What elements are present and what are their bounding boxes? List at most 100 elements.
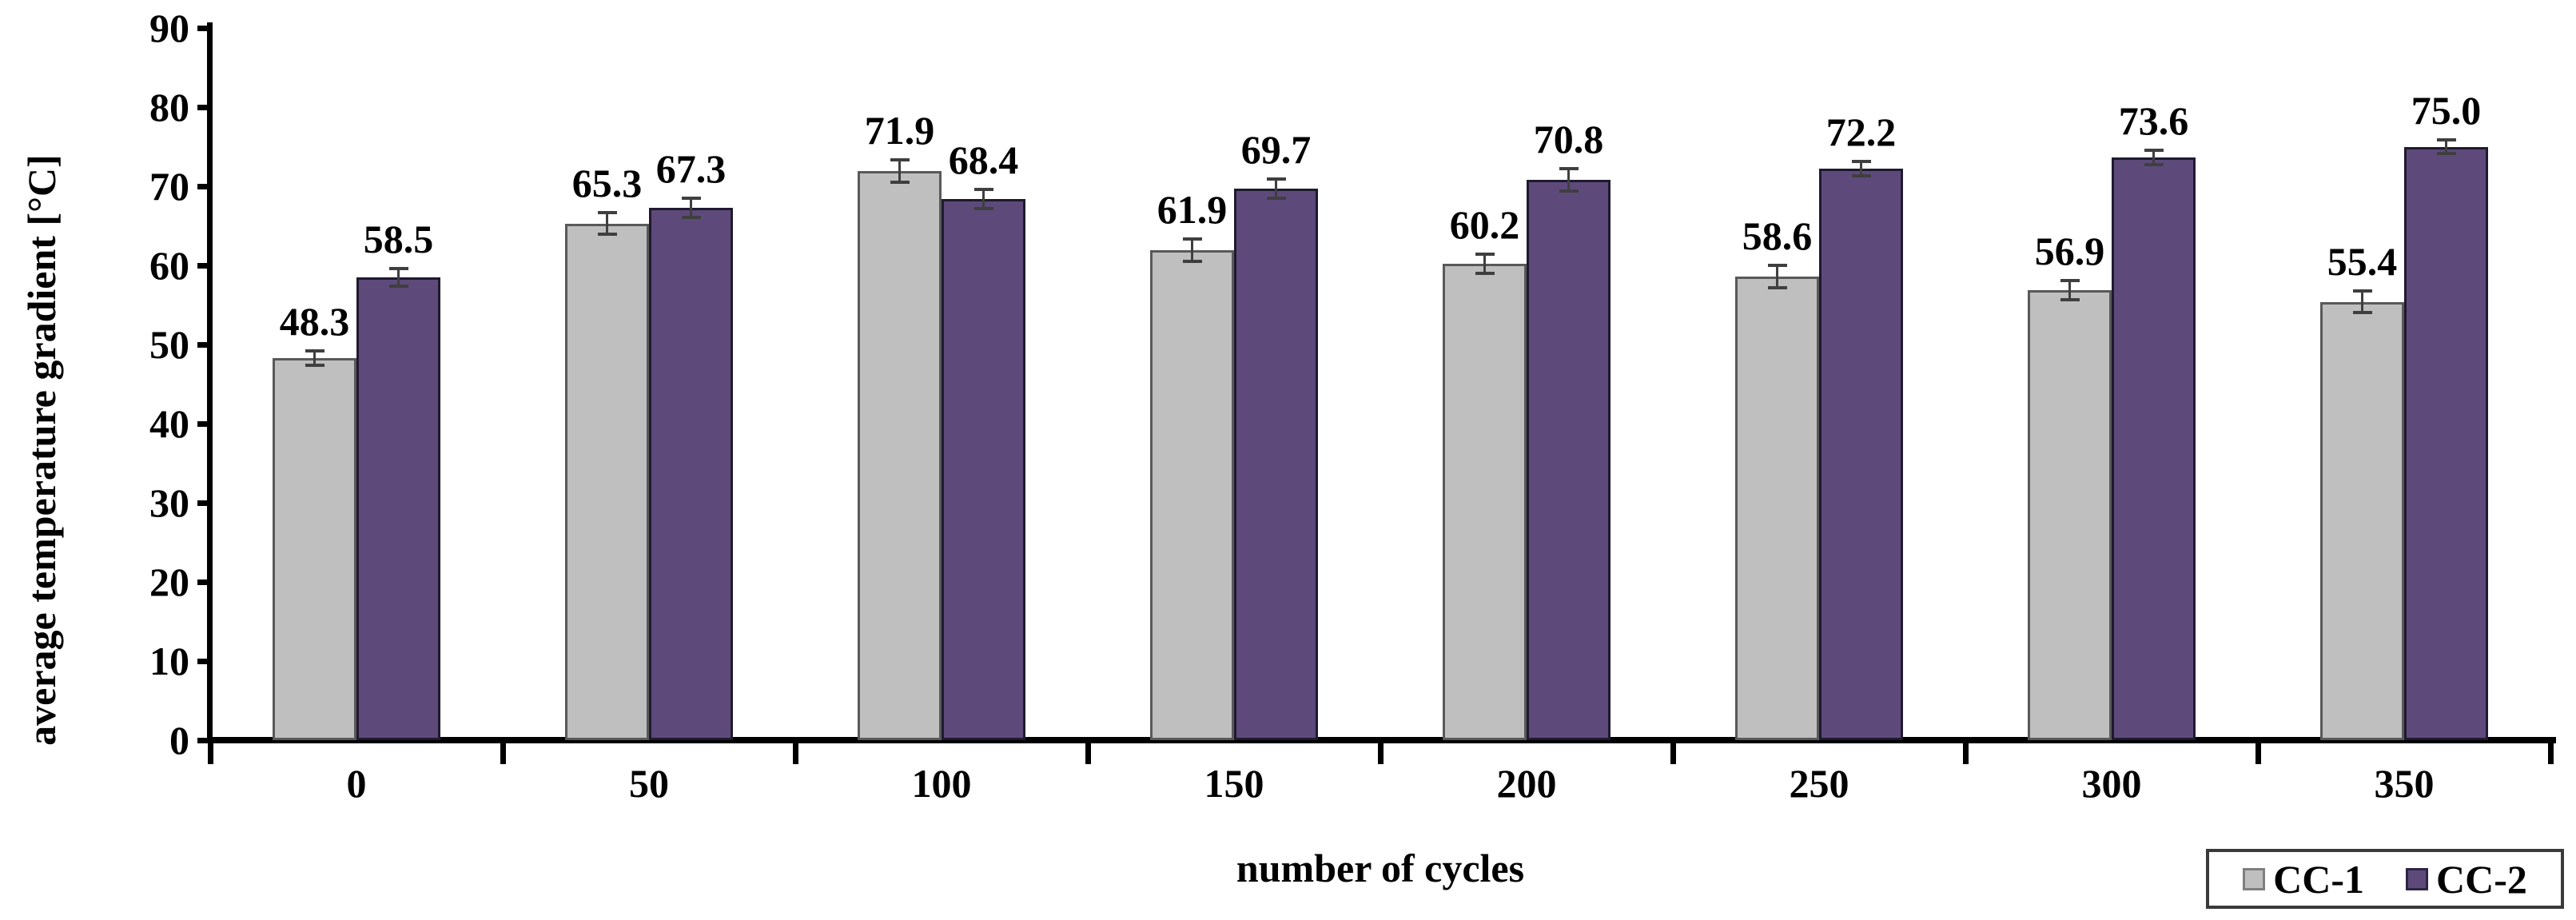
error-bar-cap-top (1475, 253, 1495, 257)
y-axis-tick (197, 421, 210, 427)
bar-cc-2-150 (1234, 188, 1318, 740)
y-axis-tick-label: 30 (149, 480, 189, 525)
error-bar-cap-bottom (1182, 260, 1202, 264)
y-axis-tick (197, 263, 210, 269)
bar-cc-2-0 (356, 277, 440, 740)
bar-cc-1-0 (273, 357, 356, 740)
y-axis-tick-label: 90 (149, 6, 189, 50)
bar-cc-2-50 (649, 207, 733, 740)
y-axis-title: average temperature gradient [°C] (19, 154, 64, 746)
y-axis-tick (197, 738, 210, 743)
bar-cc-2-250 (1819, 169, 1903, 740)
value-label-cc-1-150: 61.9 (1157, 187, 1228, 233)
error-bar-cap-bottom (2436, 152, 2456, 156)
x-axis-category-label: 350 (2374, 761, 2435, 806)
value-label-cc-2-150: 69.7 (1240, 127, 1312, 173)
error-bar-cap-top (388, 266, 408, 270)
legend-label-cc-1: CC-1 (2273, 856, 2364, 902)
error-bar-line (1567, 168, 1570, 192)
y-axis-tick-label: 60 (149, 243, 189, 288)
error-bar-cap-bottom (305, 363, 324, 367)
y-axis-tick-label: 10 (149, 639, 189, 683)
error-bar-cap-bottom (1767, 285, 1787, 289)
error-bar-cap-top (597, 210, 617, 214)
error-bar-cap-top (305, 348, 324, 352)
error-bar-cap-top (1182, 237, 1202, 241)
value-label-cc-2-250: 72.2 (1825, 110, 1897, 155)
error-bar-line (1860, 161, 1862, 177)
error-bar-cap-bottom (2144, 163, 2164, 167)
error-bar-cap-bottom (1266, 196, 1286, 200)
x-axis-tick (2255, 737, 2261, 764)
bar-cc-2-200 (1527, 180, 1610, 740)
error-bar-cap-bottom (1851, 174, 1871, 178)
x-axis-category-label: 150 (1204, 761, 1264, 806)
error-bar-line (2361, 289, 2363, 314)
y-axis-tick-label: 40 (149, 401, 189, 446)
y-axis-tick-label: 0 (169, 718, 189, 763)
bar-cc-2-300 (2112, 157, 2196, 740)
error-bar-cap-bottom (2060, 297, 2080, 301)
legend-swatch-cc-1 (2243, 867, 2266, 890)
bar-cc-1-250 (1735, 276, 1819, 740)
error-bar-cap-top (2352, 289, 2372, 293)
bar-cc-1-100 (858, 171, 942, 740)
error-bar-line (2068, 279, 2071, 301)
x-axis-tick (1085, 737, 1091, 764)
y-axis-line (207, 22, 213, 743)
value-label-cc-2-200: 70.8 (1533, 117, 1604, 162)
error-bar-cap-top (1851, 160, 1871, 164)
error-bar-cap-bottom (1559, 189, 1579, 193)
legend: CC-1 CC-2 (2206, 849, 2564, 909)
error-bar-line (1776, 265, 1778, 289)
error-bar-cap-top (2436, 137, 2456, 141)
error-bar-line (1191, 238, 1193, 263)
value-label-cc-2-300: 73.6 (2118, 98, 2189, 144)
error-bar-line (898, 159, 901, 184)
legend-swatch-cc-2 (2406, 867, 2428, 890)
y-axis-tick-label: 50 (149, 322, 189, 367)
x-axis-tick (1670, 737, 1676, 764)
value-label-cc-1-0: 48.3 (279, 298, 350, 344)
error-bar-cap-top (1767, 264, 1787, 267)
error-bar-cap-bottom (388, 284, 408, 288)
error-bar-line (1275, 178, 1277, 199)
y-axis-tick (197, 500, 210, 506)
x-axis-title: number of cycles (1236, 846, 1525, 890)
x-axis-category-label: 50 (629, 761, 669, 806)
error-bar-cap-top (1266, 177, 1286, 181)
error-bar-line (606, 211, 608, 236)
x-axis-tick (1963, 737, 1969, 764)
value-label-cc-1-200: 60.2 (1449, 202, 1520, 248)
error-bar-cap-bottom (681, 215, 701, 219)
error-bar-cap-bottom (1475, 271, 1495, 275)
error-bar-cap-bottom (2352, 311, 2372, 315)
y-axis-tick-label: 20 (149, 560, 189, 604)
error-bar-cap-top (890, 158, 910, 162)
error-bar-cap-top (2144, 149, 2164, 153)
y-axis-tick (197, 184, 210, 189)
x-axis-category-label: 200 (1496, 761, 1557, 806)
error-bar-line (690, 197, 692, 218)
x-axis-tick (208, 737, 213, 764)
value-label-cc-1-100: 71.9 (864, 108, 935, 153)
error-bar-line (397, 267, 400, 287)
legend-item-cc-1: CC-1 (2243, 857, 2364, 902)
error-bar-line (1483, 253, 1486, 274)
value-label-cc-2-350: 75.0 (2411, 87, 2482, 133)
value-label-cc-1-250: 58.6 (1742, 213, 1813, 258)
x-axis-category-label: 250 (1789, 761, 1849, 806)
error-bar-cap-bottom (890, 181, 910, 185)
bar-cc-1-350 (2320, 301, 2404, 740)
error-bar-line (313, 349, 316, 366)
x-axis-tick (2548, 737, 2554, 764)
error-bar-cap-top (1559, 167, 1579, 171)
error-bar-line (2445, 138, 2447, 155)
error-bar-cap-bottom (597, 233, 617, 237)
y-axis-tick (197, 105, 210, 110)
bar-cc-1-150 (1150, 250, 1234, 740)
y-axis-tick (197, 26, 210, 31)
error-bar-cap-top (973, 187, 993, 191)
legend-item-cc-2: CC-2 (2406, 857, 2527, 902)
